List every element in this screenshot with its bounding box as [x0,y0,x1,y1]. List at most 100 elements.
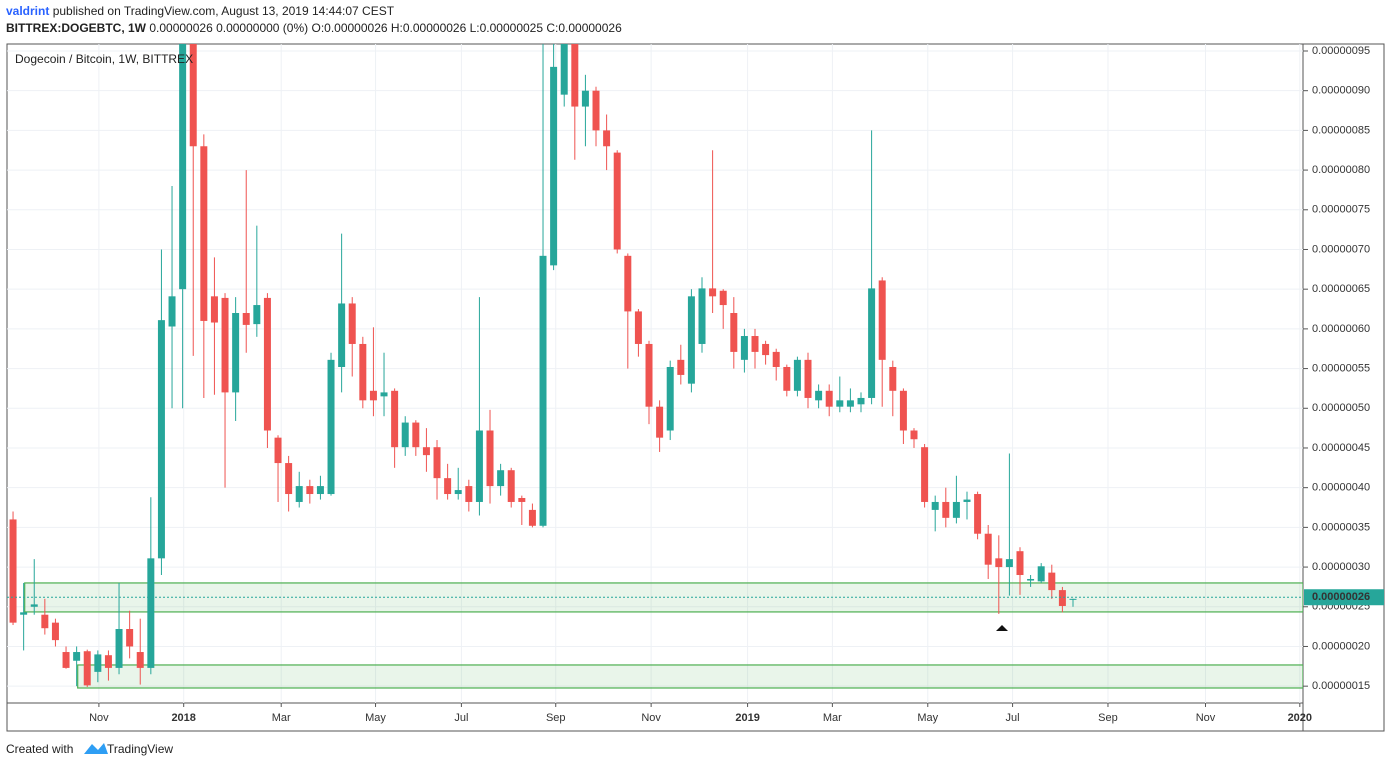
candle-body [20,612,28,615]
candle-body [9,519,17,623]
x-tick-label: Sep [546,712,566,724]
candle-body [94,654,102,672]
candle-body [995,558,1003,568]
candle-body [168,296,176,327]
header-line: valdrint published on TradingView.com, A… [6,4,395,18]
candle-body [475,430,483,502]
y-tick-label: 0.00000040 [1312,482,1370,494]
candle-body [592,90,600,131]
candle-body [645,343,653,407]
y-tick-label: 0.00000075 [1312,204,1370,216]
candle-body [115,629,123,668]
y-tick-label: 0.00000020 [1312,640,1370,652]
candle-body [306,486,314,495]
x-tick-label: Jul [1006,712,1020,724]
candle-body [51,622,59,641]
candle-body [391,390,399,448]
y-tick-label: 0.00000080 [1312,164,1370,176]
candle-body [401,422,409,448]
candle-body [868,288,876,398]
candle-body [825,390,833,407]
y-tick-label: 0.00000055 [1312,362,1370,374]
candle-body [899,390,907,431]
x-tick-label: 2020 [1288,712,1312,724]
candle-body [1027,578,1035,581]
candle-body [359,343,367,401]
candle-body [963,499,971,502]
candle-body [1016,551,1024,576]
candle-body [942,501,950,518]
candle-body [348,303,356,344]
published: published on TradingView.com, August 13,… [53,4,395,18]
candle-body [656,406,664,438]
arrow-marker [996,625,1008,631]
footer-created: Created with [6,742,73,756]
candle-body [507,470,515,502]
x-tick-label: Jul [454,712,468,724]
candle-body [210,296,218,323]
candle-body [369,390,377,401]
candle-body [613,152,621,250]
candle-body [1048,572,1056,591]
symbol: BITTREX:DOGEBTC, 1W [6,21,147,35]
x-tick-label: May [365,712,386,724]
y-tick-label: 0.00000030 [1312,561,1370,573]
candle-body [157,320,165,559]
last-price-box [1304,589,1384,606]
author: valdrint [6,4,49,18]
candle-body [73,652,81,661]
candle-body [518,497,526,502]
y-tick-label: 0.00000070 [1312,243,1370,255]
candle-body [719,290,727,306]
candle-body [285,463,293,495]
candle-body [433,447,441,479]
candle-body [528,509,536,526]
candle-body [910,430,918,440]
candle-body [497,470,505,487]
y-tick-label: 0.00000045 [1312,442,1370,454]
y-tick-label: 0.00000090 [1312,85,1370,97]
x-tick-label: 2019 [735,712,759,724]
candle-body [539,255,547,526]
axes: 0.000000150.000000200.000000250.00000030… [89,45,1384,724]
candle-body [454,490,462,495]
candle-body [200,146,208,321]
candle-body [316,486,324,495]
quote: 0.00000026 0.00000000 (0%) O:0.00000026 … [149,21,622,35]
last-price-label: 0.00000026 [1312,591,1370,603]
candle-body [104,655,112,668]
candle-body [263,297,271,431]
candle-body [804,359,812,398]
footer-brand[interactable]: TradingView [107,742,173,756]
candle-body [603,130,611,147]
candle-body [740,336,748,360]
quote-line: BITTREX:DOGEBTC, 1W 0.00000026 0.0000000… [6,21,622,35]
candle-body [698,288,706,344]
candle-body [126,629,134,647]
candle-body [878,280,886,360]
candle-body [232,312,240,393]
candle-body [793,359,801,391]
candle-body [412,422,420,448]
candle-body [846,400,854,407]
candle-body [666,366,674,431]
candle-body [836,400,844,407]
y-tick-label: 0.00000085 [1312,124,1370,136]
candle-body [253,305,261,325]
x-tick-label: 2018 [171,712,195,724]
candle-body [687,296,695,384]
frame [6,43,1385,732]
candle-body [677,359,685,375]
candle-body [974,494,982,534]
candle-body [30,604,38,607]
candle-body [581,90,589,107]
candle-body [772,351,780,367]
y-tick-label: 0.00000035 [1312,521,1370,533]
y-tick-label: 0.00000050 [1312,402,1370,414]
candle-body [730,312,738,352]
candle-body [444,478,452,495]
candle-body [984,533,992,565]
x-tick-label: May [917,712,938,724]
